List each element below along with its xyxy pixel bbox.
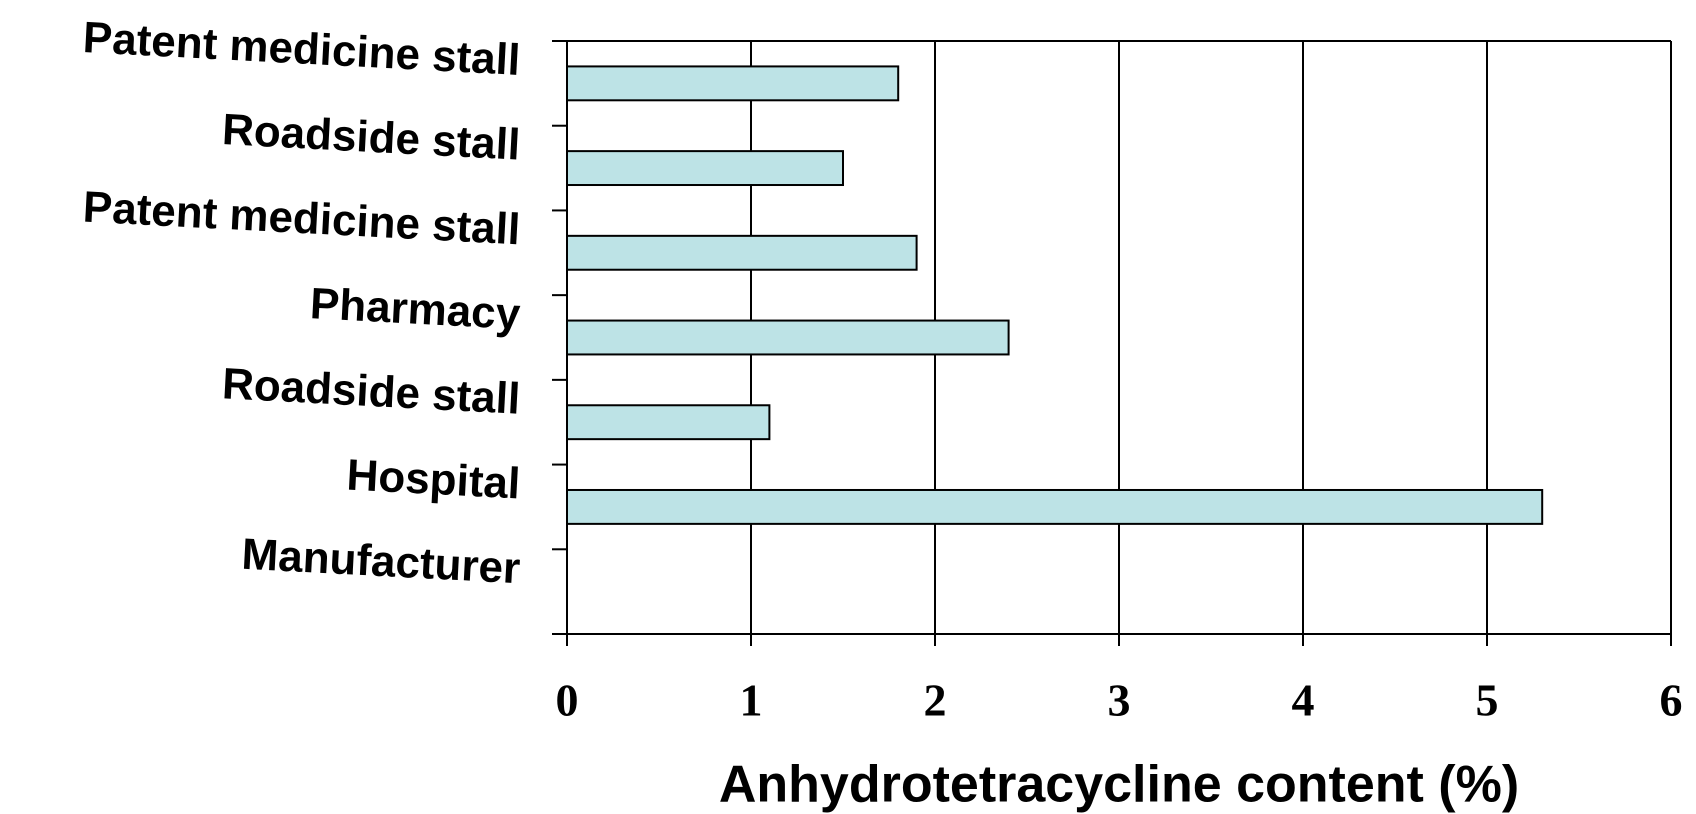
x-tick-label: 0 xyxy=(556,675,579,726)
x-tick-label: 4 xyxy=(1292,675,1315,726)
y-tick-label: Patent medicine stall xyxy=(82,13,522,85)
bar xyxy=(566,488,1544,525)
bar xyxy=(566,65,900,102)
y-tick-label: Roadside stall xyxy=(221,105,521,170)
y-tick-label: Roadside stall xyxy=(221,359,521,424)
bar xyxy=(566,234,918,271)
y-tick-label: Hospital xyxy=(346,451,522,509)
x-tick-label: 1 xyxy=(740,675,763,726)
y-tick-label: Patent medicine stall xyxy=(82,183,522,255)
x-tick-label: 2 xyxy=(924,675,947,726)
y-tick-label: Pharmacy xyxy=(309,279,522,339)
x-tick-label: 6 xyxy=(1660,675,1683,726)
bar xyxy=(566,319,1010,356)
x-tick-label: 5 xyxy=(1476,675,1499,726)
y-tick-label: Manufacturer xyxy=(241,530,522,594)
bar xyxy=(566,150,844,187)
bar xyxy=(566,404,771,441)
x-axis-title: Anhydrotetracycline content (%) xyxy=(719,756,1519,814)
x-tick-label: 3 xyxy=(1108,675,1131,726)
